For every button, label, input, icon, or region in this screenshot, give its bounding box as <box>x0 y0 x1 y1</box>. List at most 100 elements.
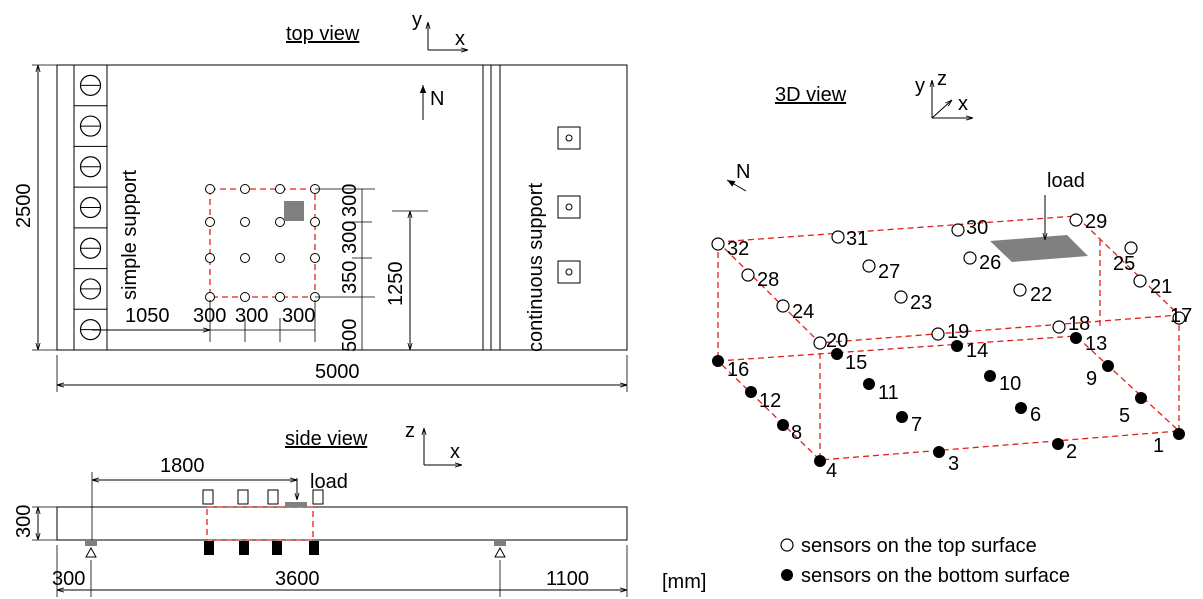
top-grid-sensor <box>275 292 285 302</box>
dim-width-label: 2500 <box>13 184 35 229</box>
top-sensor-17 <box>1172 311 1186 325</box>
dim-grid-y-4: 500 <box>339 319 361 352</box>
three-d-load-label: load <box>1047 170 1085 192</box>
dim-length: 5000 <box>56 355 628 392</box>
bottom-sensor-label-5: 5 <box>1119 405 1130 427</box>
dim-grid-y-3: 350 <box>339 261 361 294</box>
bottom-sensor-11 <box>863 378 875 390</box>
side-axis-z-label: z <box>405 420 415 442</box>
top-view-axes: y x <box>412 9 468 50</box>
dim-height-label: 300 <box>13 505 35 538</box>
bearing-cell <box>74 227 107 259</box>
dim-span-1: 300 <box>52 568 85 590</box>
side-view-axes: z x <box>405 420 462 465</box>
bottom-sensor-15 <box>831 348 843 360</box>
dim-1250-label: 1250 <box>385 262 407 307</box>
top-sensor-21 <box>1133 274 1147 288</box>
top-grid-sensor <box>275 253 285 263</box>
top-sensor-22 <box>1013 283 1027 297</box>
dim-grid-x-2: 300 <box>235 305 268 327</box>
top-sensor-18 <box>1052 320 1066 334</box>
side-top-sensors <box>202 489 324 505</box>
top-view-sensors <box>205 184 320 302</box>
top-sensor-area-frame <box>209 188 316 298</box>
bearing-cell <box>74 186 107 219</box>
bottom-sensor-8 <box>777 419 789 431</box>
three-d-title: 3D view <box>775 84 847 106</box>
top-grid-sensor <box>240 217 250 227</box>
three-d-axes: y z x <box>915 68 973 118</box>
bottom-sensor-label-16: 16 <box>727 359 749 381</box>
dims-span: 300 3600 1100 <box>52 545 628 597</box>
top-grid-sensor <box>275 184 285 194</box>
top-grid-sensor <box>205 253 215 263</box>
top-sensor-label-24: 24 <box>792 301 814 323</box>
top-view: top view y x N simple support continuous… <box>13 9 628 392</box>
bottom-sensor-label-3: 3 <box>948 453 959 475</box>
bottom-sensor-5 <box>1135 392 1147 404</box>
dim-height: 300 <box>13 505 57 541</box>
top-sensor-label-25: 25 <box>1113 253 1135 275</box>
top-sensor-label-26: 26 <box>979 252 1001 274</box>
continuous-support-label: continuous support <box>525 183 547 352</box>
bottom-sensor-label-12: 12 <box>759 390 781 412</box>
simple-support-label: simple support <box>119 169 141 300</box>
top-axis-x-label: x <box>455 28 465 50</box>
top-sensor-label-27: 27 <box>878 261 900 283</box>
bottom-sensor-3 <box>933 446 945 458</box>
dims-grid-x: 300 300 300 <box>193 300 316 342</box>
bottom-sensor-label-7: 7 <box>911 414 922 436</box>
bearing-cell <box>74 268 107 300</box>
dim-grid-x-3: 300 <box>282 305 315 327</box>
top-load-patch <box>284 201 304 221</box>
dim-1050-label: 1050 <box>125 305 170 327</box>
dim-width: 2500 <box>13 64 57 351</box>
bottom-sensor-7 <box>896 411 908 423</box>
bottom-sensor-4 <box>814 455 826 467</box>
bottom-sensor-12 <box>745 386 757 398</box>
top-view-title: top view <box>286 23 360 45</box>
bottom-sensor-16 <box>712 355 724 367</box>
top-sensor-28 <box>741 268 755 282</box>
dim-grid-y-1: 300 <box>339 184 361 217</box>
top-sensor-label-19: 19 <box>947 321 969 343</box>
three-d-north-label: N <box>736 161 750 183</box>
bottom-sensor-label-10: 10 <box>999 373 1021 395</box>
top-sensor-label-30: 30 <box>966 217 988 239</box>
top-sensor-label-18: 18 <box>1068 313 1090 335</box>
side-view-title: side view <box>285 428 368 450</box>
top-sensor-25 <box>1124 241 1138 255</box>
top-sensor-23 <box>894 290 908 304</box>
dims-grid-y: 300 300 350 500 <box>315 184 375 352</box>
dim-1800: 1800 <box>91 455 297 540</box>
bearing-cell <box>74 105 107 137</box>
top-north-arrow: N <box>419 85 444 120</box>
three-d-axis-y-label: y <box>915 75 925 97</box>
top-sensor-label-31: 31 <box>846 228 868 250</box>
top-sensor-27 <box>862 259 876 273</box>
side-slab-outline <box>56 506 628 541</box>
bottom-sensor-label-4: 4 <box>826 460 837 482</box>
side-load-label: load <box>310 471 348 493</box>
top-grid-sensor <box>240 292 250 302</box>
bottom-sensor-label-9: 9 <box>1086 368 1097 390</box>
three-d-axis-z-label: z <box>937 68 947 90</box>
top-sensor-label-29: 29 <box>1085 211 1107 233</box>
top-sensor-29 <box>1069 213 1083 227</box>
side-bottom-sensors <box>204 541 319 555</box>
top-sensor-24 <box>776 299 790 313</box>
top-grid-sensor <box>205 184 215 194</box>
dim-grid-y-2: 300 <box>339 221 361 254</box>
top-sensor-26 <box>963 251 977 265</box>
continuous-support-columns <box>557 126 581 284</box>
side-view: side view z x load <box>13 420 706 597</box>
bottom-sensor-label-15: 15 <box>845 352 867 374</box>
top-sensor-label-17: 17 <box>1170 305 1192 327</box>
bottom-sensor-label-13: 13 <box>1085 333 1107 355</box>
top-grid-sensor <box>205 217 215 227</box>
three-d-view: 3D view y z x N load 1718192021222324252… <box>711 68 1192 482</box>
dim-1050: 1050 <box>92 305 210 330</box>
dim-length-label: 5000 <box>315 361 360 383</box>
bottom-sensor-14 <box>951 340 963 352</box>
